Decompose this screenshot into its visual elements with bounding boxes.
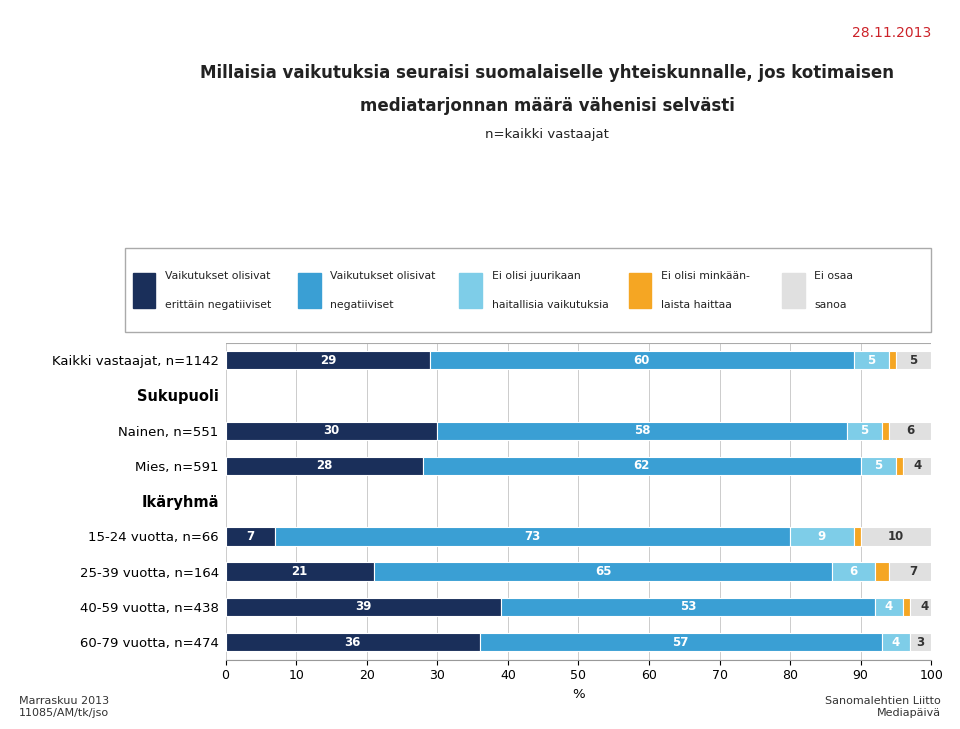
Text: 29: 29: [320, 354, 336, 367]
Text: 6: 6: [850, 565, 857, 578]
Text: 4: 4: [913, 459, 922, 472]
Bar: [782, 273, 804, 308]
Bar: [860, 527, 931, 545]
Text: 6: 6: [906, 424, 914, 437]
Text: 5: 5: [909, 354, 918, 367]
Text: 30: 30: [324, 424, 340, 437]
Text: 4: 4: [885, 601, 893, 613]
Bar: [430, 351, 853, 370]
Text: n=kaikki vastaajat: n=kaikki vastaajat: [485, 128, 610, 141]
Text: 3: 3: [917, 636, 924, 649]
Text: 36: 36: [345, 636, 361, 649]
Bar: [896, 457, 903, 475]
Bar: [226, 598, 501, 616]
X-axis label: %: %: [572, 688, 585, 701]
Bar: [910, 598, 938, 616]
Bar: [903, 598, 910, 616]
Text: 65: 65: [595, 565, 612, 578]
Bar: [889, 563, 938, 581]
Bar: [860, 457, 896, 475]
Bar: [889, 421, 931, 440]
Text: 28: 28: [316, 459, 332, 472]
Bar: [480, 633, 882, 651]
Text: 9: 9: [818, 530, 826, 543]
Bar: [501, 598, 875, 616]
Bar: [275, 527, 790, 545]
Bar: [226, 457, 423, 475]
Text: erittäin negatiiviset: erittäin negatiiviset: [165, 300, 272, 310]
Bar: [226, 633, 480, 651]
Bar: [882, 633, 910, 651]
Text: 7: 7: [909, 565, 918, 578]
Bar: [896, 351, 931, 370]
Text: Marraskuu 2013
11085/AM/tk/jso: Marraskuu 2013 11085/AM/tk/jso: [19, 696, 109, 718]
Text: 7: 7: [246, 530, 254, 543]
Bar: [832, 563, 875, 581]
Text: Sanomalehtien Liitto
Mediapäivä: Sanomalehtien Liitto Mediapäivä: [825, 696, 941, 718]
Text: Ei olisi minkään-: Ei olisi minkään-: [661, 271, 750, 281]
Text: sanoa: sanoa: [814, 300, 847, 310]
Text: taloustutkimus oy: taloustutkimus oy: [12, 15, 173, 33]
Bar: [226, 527, 275, 545]
Text: 60: 60: [634, 354, 650, 367]
Text: 4: 4: [920, 601, 928, 613]
Bar: [875, 598, 903, 616]
Bar: [910, 633, 931, 651]
Bar: [437, 421, 847, 440]
Text: 21: 21: [292, 565, 308, 578]
Bar: [889, 351, 896, 370]
Text: 4: 4: [892, 636, 900, 649]
Text: 53: 53: [680, 601, 696, 613]
Text: Ei olisi juurikaan: Ei olisi juurikaan: [492, 271, 581, 281]
Bar: [882, 421, 889, 440]
Text: 28.11.2013: 28.11.2013: [852, 26, 931, 40]
Bar: [299, 273, 321, 308]
Bar: [373, 563, 832, 581]
Text: Ei osaa: Ei osaa: [814, 271, 853, 281]
Bar: [226, 351, 430, 370]
Text: 5: 5: [860, 424, 868, 437]
Bar: [875, 563, 889, 581]
Bar: [423, 457, 860, 475]
Text: 58: 58: [634, 424, 650, 437]
Text: 5: 5: [867, 354, 876, 367]
Bar: [853, 351, 889, 370]
Text: haitallisia vaikutuksia: haitallisia vaikutuksia: [492, 300, 609, 310]
Text: 62: 62: [634, 459, 650, 472]
Text: 73: 73: [524, 530, 540, 543]
Text: negatiiviset: negatiiviset: [330, 300, 394, 310]
Bar: [853, 527, 860, 545]
Text: 39: 39: [355, 601, 372, 613]
Text: Vaikutukset olisivat: Vaikutukset olisivat: [330, 271, 436, 281]
Bar: [460, 273, 482, 308]
Text: 5: 5: [875, 459, 882, 472]
Text: 10: 10: [888, 530, 904, 543]
Bar: [847, 421, 882, 440]
Bar: [903, 457, 931, 475]
Bar: [132, 273, 156, 308]
Bar: [226, 563, 373, 581]
Text: Millaisia vaikutuksia seuraisi suomalaiselle yhteiskunnalle, jos kotimaisen: Millaisia vaikutuksia seuraisi suomalais…: [201, 64, 894, 82]
Text: mediatarjonnan määrä vähenisi selvästi: mediatarjonnan määrä vähenisi selvästi: [360, 97, 734, 114]
Text: 57: 57: [673, 636, 689, 649]
Bar: [629, 273, 652, 308]
Text: laista haittaa: laista haittaa: [661, 300, 732, 310]
Text: Vaikutukset olisivat: Vaikutukset olisivat: [165, 271, 271, 281]
Bar: [790, 527, 853, 545]
Bar: [226, 421, 437, 440]
